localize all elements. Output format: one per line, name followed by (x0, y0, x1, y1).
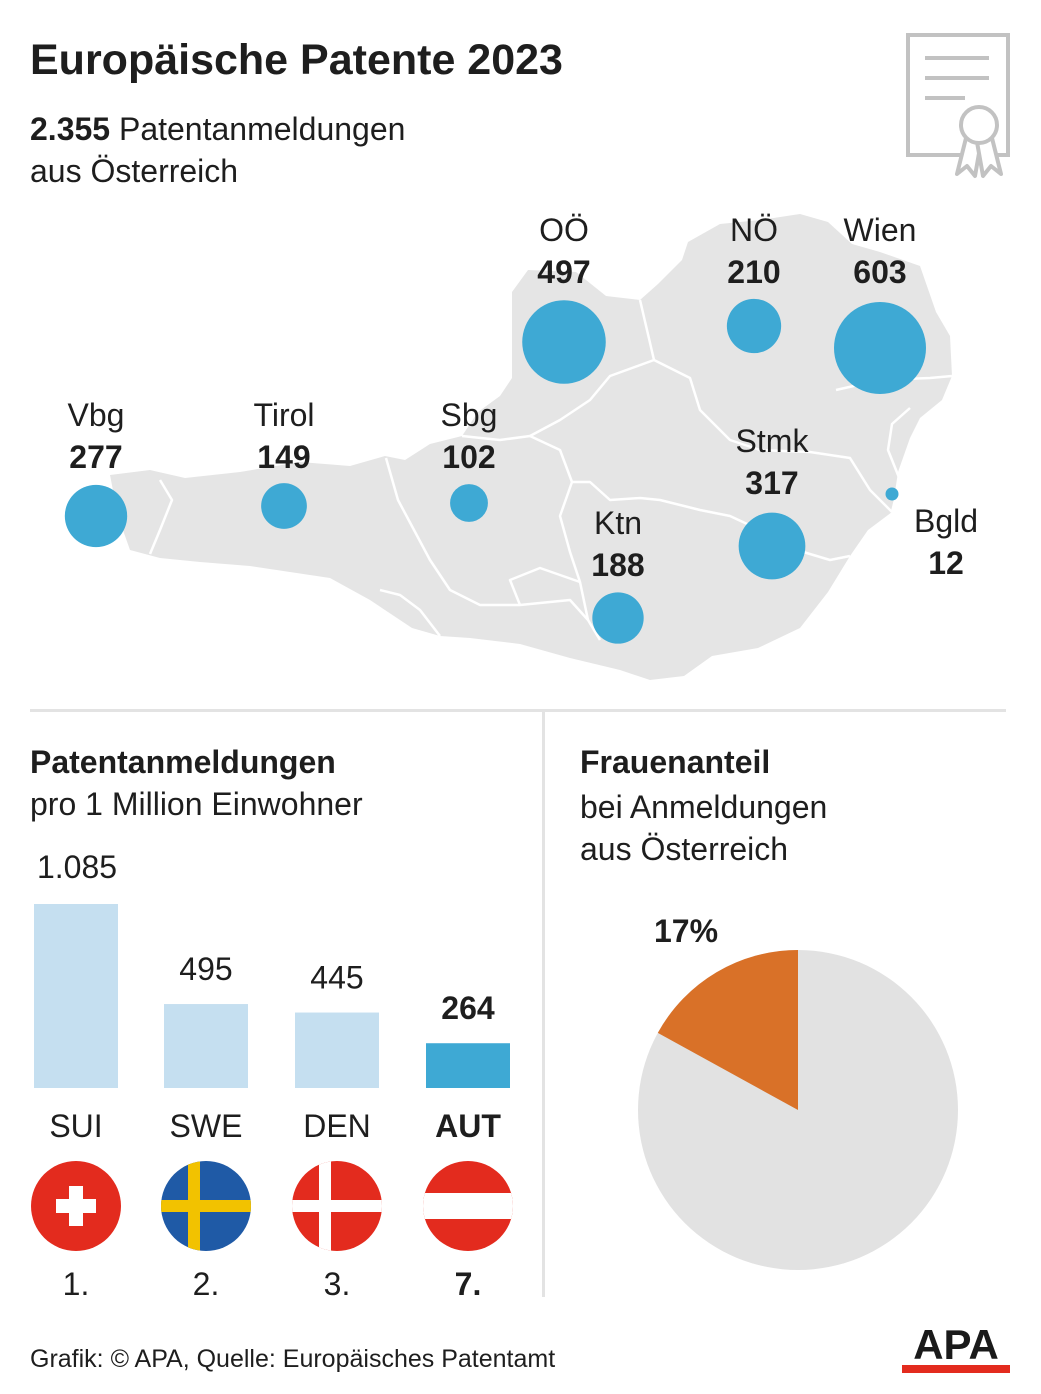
page-subtitle: 2.355 Patentanmeldungen aus Österreich (30, 108, 405, 192)
bar-chart-subtitle: pro 1 Million Einwohner (30, 786, 363, 822)
bar-category-label-den: DEN (303, 1108, 371, 1144)
subtitle-text: Patentanmeldungen (110, 111, 406, 147)
rank-label-sui: 1. (63, 1266, 90, 1302)
bar-value-label-den: 445 (310, 960, 363, 996)
horizontal-divider (30, 709, 1006, 712)
bar-category-label-aut: AUT (435, 1108, 501, 1144)
flag-sweden-icon (161, 1161, 251, 1251)
bubble-wien (834, 302, 926, 394)
total-applications-value: 2.355 (30, 111, 111, 147)
pie-slice-women (657, 950, 798, 1110)
bubble-noe (726, 298, 782, 354)
region-value-vbg: 277 (69, 439, 122, 475)
bubble-sbg (450, 484, 488, 522)
rank-label-aut: 7. (455, 1266, 482, 1302)
bar-chart-title: Patentanmeldungen (30, 744, 336, 780)
pie-chart-title: Frauenanteil (580, 744, 771, 780)
region-label-wien: Wien (844, 212, 917, 248)
region-label-vbg: Vbg (68, 397, 125, 433)
region-label-ktn: Ktn (594, 505, 642, 541)
bar-category-label-swe: SWE (170, 1108, 243, 1144)
flag-switzerland-icon (31, 1161, 121, 1251)
certificate-icon (906, 33, 1010, 178)
bar-den (295, 1012, 379, 1088)
region-value-wien: 603 (853, 254, 906, 290)
region-value-bgld: 12 (928, 545, 964, 581)
region-label-stmk: Stmk (736, 423, 810, 459)
apa-logo-text: APA (913, 1327, 999, 1368)
bubble-ktn (592, 592, 644, 644)
region-value-ktn: 188 (591, 547, 644, 583)
bar-chart: 1.085 SUI 1. 495 SWE 2. 445 DEN 3. 264 AUT 7. (31, 849, 513, 1302)
austria-map-shape (110, 214, 953, 680)
austria-bubble-map: OÖ 497 NÖ 210 Wien 603 Vbg 277 Tirol 149 Sbg 102 Stm… (64, 212, 978, 680)
page-title: Europäische Patente 2023 (30, 36, 563, 84)
bubble-bgld (885, 487, 899, 501)
bar-value-label-sui: 1.085 (37, 849, 117, 885)
rank-label-den: 3. (324, 1266, 351, 1302)
bubble-ooe (522, 300, 606, 384)
bubble-stmk (738, 512, 806, 580)
region-value-tirol: 149 (257, 439, 310, 475)
pie-chart-subtitle: bei Anmeldungen aus Österreich (580, 786, 827, 870)
bubble-tirol (261, 483, 307, 529)
region-value-stmk: 317 (745, 465, 798, 501)
apa-logo: APA (902, 1327, 1010, 1373)
region-label-sbg: Sbg (441, 397, 498, 433)
bar-value-label-aut: 264 (441, 990, 495, 1026)
region-label-bgld: Bgld (914, 503, 978, 539)
pie-subtitle-line1: bei Anmeldungen (580, 789, 828, 825)
rank-label-swe: 2. (193, 1266, 220, 1302)
bubble-vbg (64, 484, 128, 548)
region-label-noe: NÖ (730, 212, 778, 248)
vertical-divider (542, 712, 545, 1297)
subtitle-line2: aus Österreich (30, 153, 239, 189)
region-value-ooe: 497 (537, 254, 590, 290)
region-value-sbg: 102 (442, 439, 495, 475)
bar-category-label-sui: SUI (49, 1108, 102, 1144)
bar-sui (34, 904, 118, 1088)
bar-aut (426, 1043, 510, 1088)
pie-chart: 17% (638, 913, 958, 1270)
region-label-tirol: Tirol (253, 397, 314, 433)
region-label-ooe: OÖ (539, 212, 589, 248)
pie-value-label: 17% (654, 913, 718, 949)
bar-value-label-swe: 495 (179, 951, 232, 987)
flag-austria-icon (423, 1161, 513, 1251)
bar-swe (164, 1004, 248, 1088)
footer-credit: Grafik: © APA, Quelle: Europäisches Pate… (30, 1345, 556, 1373)
region-value-noe: 210 (727, 254, 780, 290)
pie-subtitle-line2: aus Österreich (580, 831, 789, 867)
flag-denmark-icon (292, 1161, 382, 1251)
